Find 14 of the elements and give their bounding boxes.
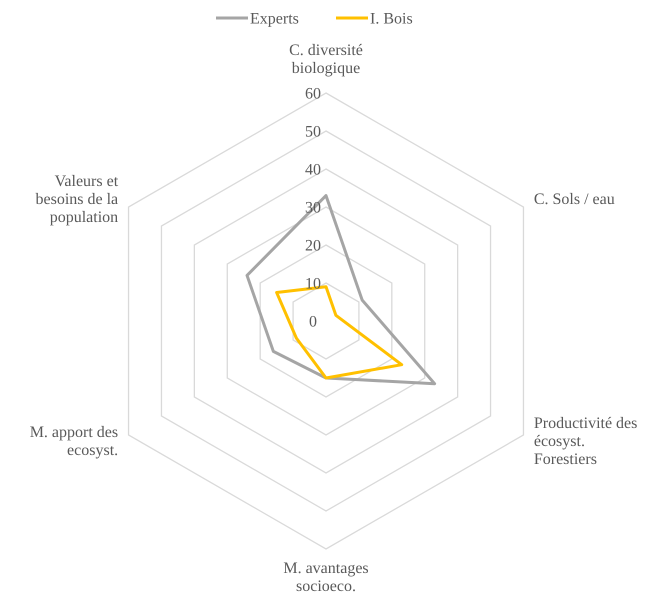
y-tick-label: 0 <box>309 314 317 331</box>
spoke-label: Productivité des écosyst. Forestiers <box>534 415 638 468</box>
y-tick-label: 40 <box>305 162 321 179</box>
legend-label: Experts <box>250 10 299 28</box>
spoke-label: M. apport des ecosyst. <box>30 424 118 459</box>
y-tick-label: 60 <box>305 86 321 103</box>
y-tick-label: 20 <box>305 238 321 255</box>
spoke-label: M. avantages socioeco. <box>283 560 369 595</box>
spoke-label: C. diversité biologique <box>289 42 363 77</box>
y-tick-label: 30 <box>305 200 321 217</box>
spoke-label: C. Sols / eau <box>534 191 615 208</box>
legend-label: I. Bois <box>370 10 413 28</box>
spoke-label: Valeurs et besoins de la population <box>36 173 119 226</box>
y-tick-label: 50 <box>305 124 321 141</box>
